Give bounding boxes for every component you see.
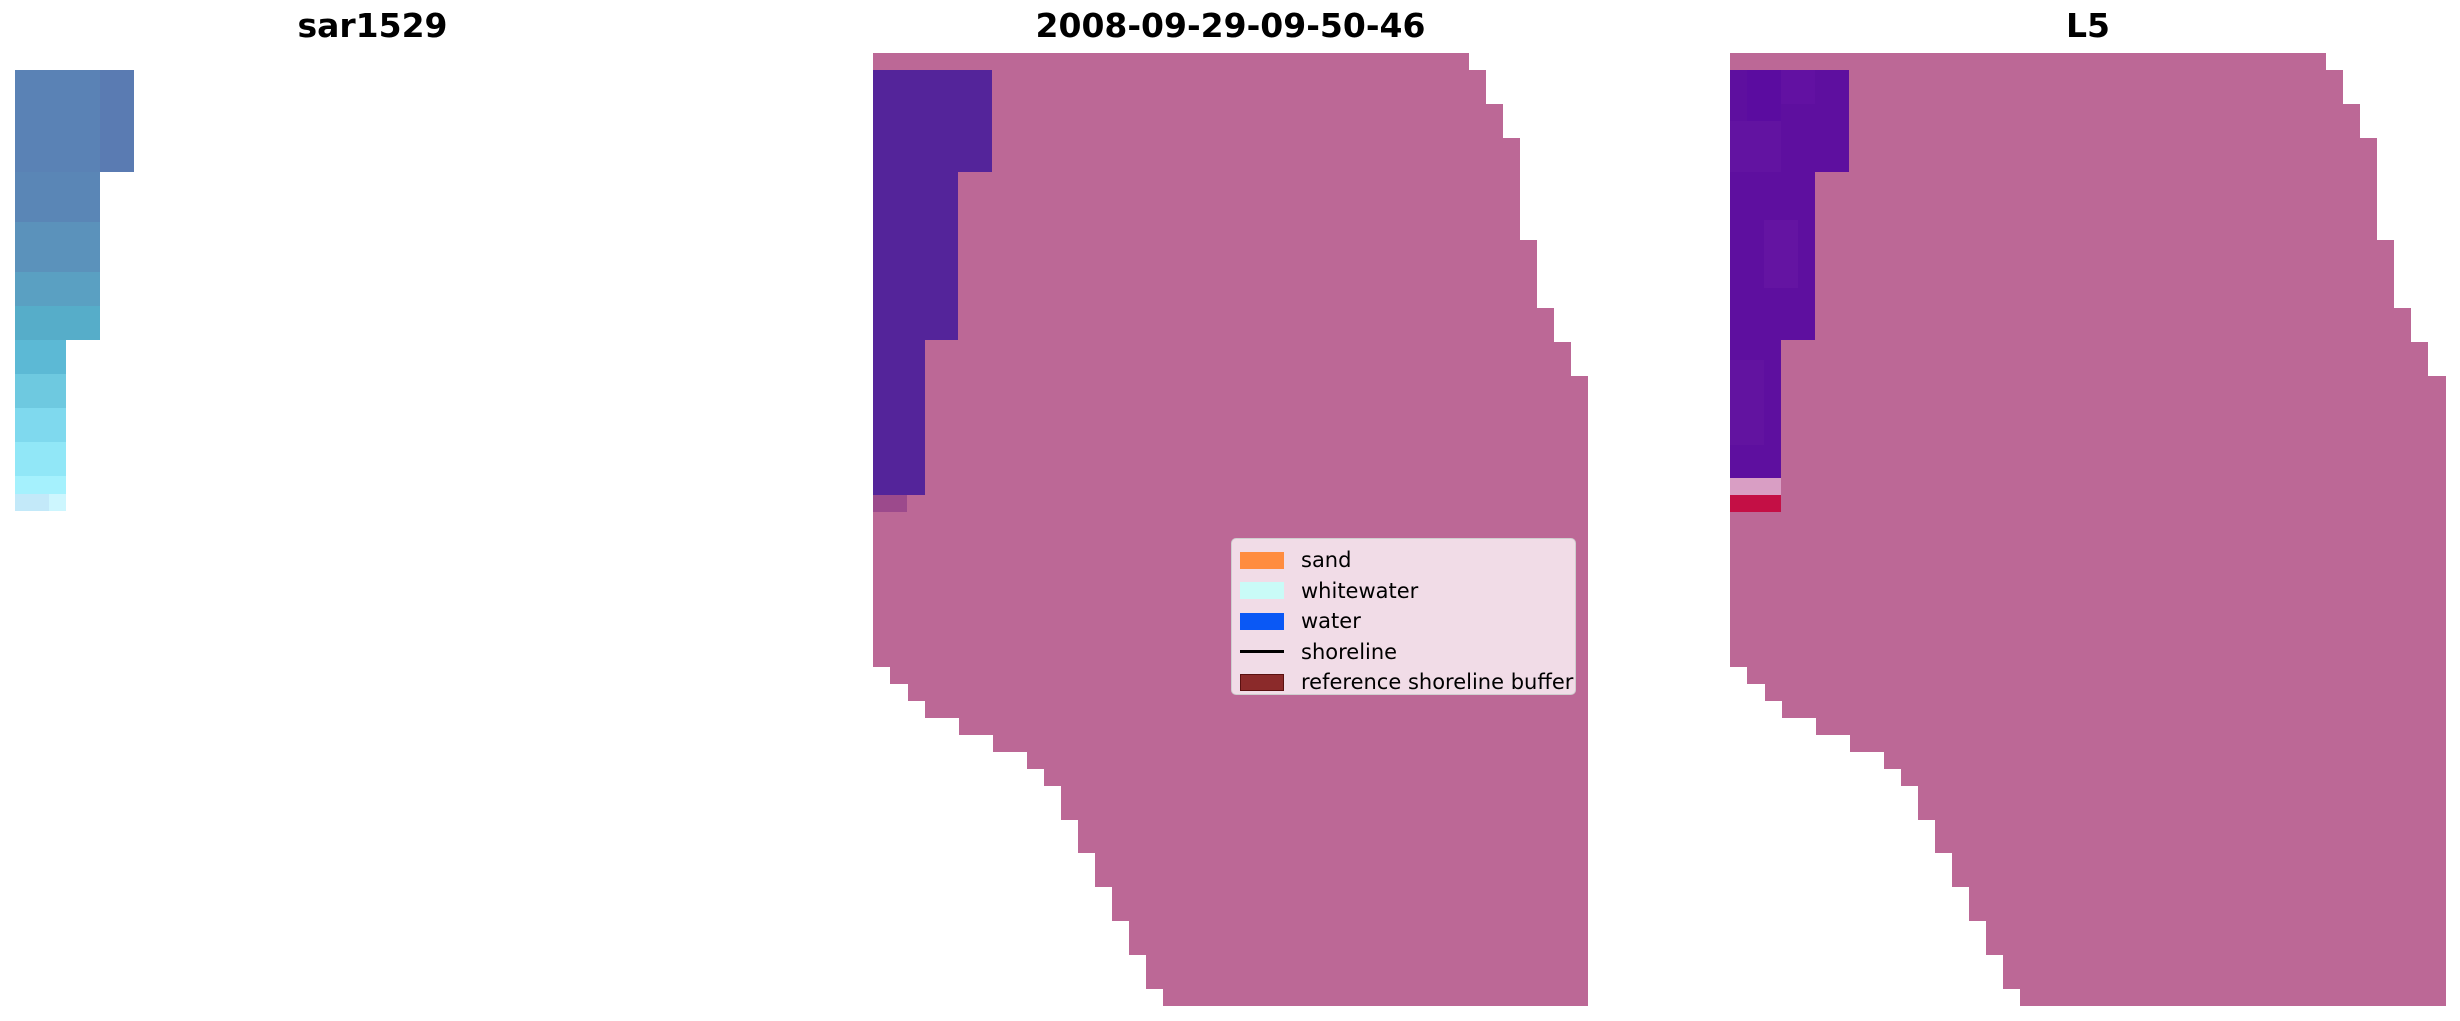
legend-item-whitewater: whitewater (1240, 576, 1567, 607)
legend-item-reference-buffer: reference shoreline buffer (1240, 667, 1573, 698)
l5-overlay (1730, 53, 2446, 1006)
panel-title-classification: 2008-09-29-09-50-46 (1035, 6, 1426, 45)
legend-label-shoreline: shoreline (1301, 639, 1398, 664)
rgb-image (15, 70, 134, 511)
legend-item-water: water (1240, 606, 1567, 637)
legend-line-shoreline (1240, 650, 1284, 654)
legend-label-whitewater: whitewater (1301, 578, 1419, 603)
legend-swatch-reference-buffer (1240, 673, 1284, 691)
legend-swatch-whitewater (1240, 582, 1284, 600)
legend-swatch-sand (1240, 551, 1284, 569)
panel-title-rgb: sar1529 (297, 6, 448, 45)
legend-label-reference-buffer: reference shoreline buffer (1301, 670, 1574, 695)
legend-label-sand: sand (1301, 548, 1352, 573)
legend-swatch-water (1240, 612, 1284, 630)
legend-item-sand: sand (1240, 545, 1567, 576)
legend: sand whitewater water shoreline referenc… (1231, 538, 1576, 695)
legend-label-water: water (1301, 609, 1361, 634)
legend-item-shoreline: shoreline (1240, 637, 1567, 668)
classification-overlay (873, 53, 1588, 1006)
panel-title-sensor: L5 (2066, 6, 2110, 45)
